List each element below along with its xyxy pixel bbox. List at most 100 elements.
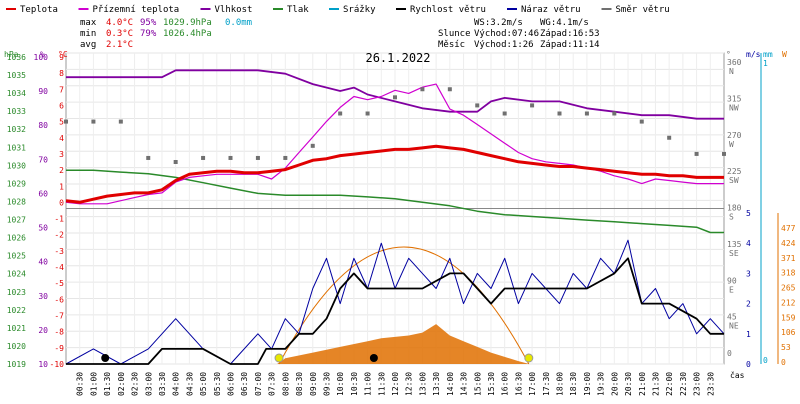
time-tick: 13:00 — [418, 372, 427, 396]
percent-tick: 10 — [38, 360, 48, 369]
stats-max-hum: 95% — [140, 18, 157, 28]
wind-ws: WS:3.2m/s — [474, 18, 523, 28]
time-axis-title: čas — [730, 370, 745, 380]
axis-ticks: 1036103510341033103210311030102910281027… — [7, 53, 796, 396]
dir-tick: 180 — [727, 204, 742, 213]
wind-dir-point — [91, 119, 96, 124]
wind-dir-point — [365, 111, 370, 116]
time-tick: 18:30 — [569, 372, 578, 396]
wind-dir-point — [310, 143, 315, 148]
celsius-tick: -5 — [54, 279, 64, 288]
time-tick: 12:30 — [405, 372, 414, 396]
time-tick: 21:30 — [651, 372, 660, 396]
time-tick: 09:30 — [322, 372, 331, 396]
stats-max-label: max — [80, 18, 97, 28]
rad-axis-title: W — [782, 50, 787, 59]
time-tick: 15:30 — [487, 372, 496, 396]
wind-dir-point — [255, 155, 260, 160]
hpa-tick: 1022 — [7, 306, 26, 315]
hpa-tick: 1036 — [7, 53, 26, 62]
hpa-tick: 1019 — [7, 360, 26, 369]
time-tick: 05:30 — [213, 372, 222, 396]
celsius-tick: -3 — [54, 247, 64, 256]
dir-axis-title: ° — [726, 50, 731, 59]
hpa-tick: 1028 — [7, 197, 26, 206]
dir-tick-label: S — [729, 213, 734, 222]
wind-tick: 4 — [746, 239, 751, 248]
rad-tick: 53 — [781, 343, 791, 352]
celsius-tick: 0 — [59, 198, 64, 207]
hpa-tick: 1030 — [7, 161, 26, 170]
celsius-tick: -6 — [54, 295, 64, 304]
hpa-tick: 1031 — [7, 143, 26, 152]
stats-max-rain: 0.0mm — [225, 18, 252, 28]
celsius-tick: -1 — [54, 215, 64, 224]
time-tick: 11:30 — [377, 372, 386, 396]
stats-min-temp: 0.3°C — [106, 29, 133, 39]
dir-tick-label: N — [729, 67, 734, 76]
percent-tick: 60 — [38, 189, 48, 198]
wind-dir-point — [694, 151, 699, 156]
time-tick: 16:00 — [501, 372, 510, 396]
time-tick: 06:00 — [227, 372, 236, 396]
time-tick: 23:30 — [706, 372, 715, 396]
time-tick: 09:00 — [309, 372, 318, 396]
wind-dir-point — [639, 119, 644, 124]
celsius-tick: 3 — [59, 150, 64, 159]
celsius-tick: 6 — [59, 101, 64, 110]
dir-tick: 315 — [727, 94, 742, 103]
moon-rise: Východ:1:26 — [474, 40, 534, 50]
time-tick: 20:00 — [610, 372, 619, 396]
hpa-axis-title: hPa — [4, 50, 19, 59]
wind-tick: 0 — [746, 360, 751, 369]
wind-tick: 1 — [746, 330, 751, 339]
stats-min-hum: 79% — [140, 29, 157, 39]
wind-dir-point — [667, 135, 672, 140]
wind-dir-point — [64, 119, 68, 124]
time-tick: 21:00 — [638, 372, 647, 396]
grid — [65, 52, 725, 365]
wind-tick: 3 — [746, 269, 751, 278]
celsius-tick: 2 — [59, 166, 64, 175]
celsius-tick: 1 — [59, 182, 64, 191]
stats-min-press: 1026.4hPa — [163, 29, 212, 39]
wind-dir-point — [557, 111, 562, 116]
celsius-tick: 7 — [59, 85, 64, 94]
dir-tick-label: E — [729, 285, 734, 294]
dir-tick: 45 — [727, 313, 737, 322]
sun-rise: Východ:07:46 — [474, 29, 539, 39]
hpa-tick: 1020 — [7, 342, 26, 351]
percent-tick: 80 — [38, 121, 48, 130]
time-tick: 22:30 — [679, 372, 688, 396]
rad-tick: 159 — [781, 313, 796, 322]
time-tick: 22:00 — [665, 372, 674, 396]
legend-label-5: Rychlost větru — [410, 5, 486, 15]
legend-label-2: Vlhkost — [215, 5, 253, 15]
wind-dir-point — [173, 160, 178, 164]
stats-avg-temp: 2.1°C — [106, 40, 133, 50]
time-tick: 00:30 — [76, 372, 85, 396]
legend-label-4: Srážky — [343, 5, 376, 15]
hpa-tick: 1021 — [7, 324, 26, 333]
axis-titles: hPa % °C ° m/s mm W čas — [4, 50, 787, 380]
time-tick: 06:30 — [240, 372, 249, 396]
temperature-line — [65, 144, 724, 204]
wind-dir-point — [338, 111, 343, 116]
time-tick: 13:30 — [432, 372, 441, 396]
time-tick: 07:30 — [268, 372, 277, 396]
wind-dir-point — [228, 155, 233, 160]
chart-title: 26.1.2022 — [365, 51, 430, 65]
hpa-tick: 1035 — [7, 71, 26, 80]
time-tick: 03:30 — [158, 372, 167, 396]
celsius-tick: -9 — [54, 344, 64, 353]
time-tick: 02:30 — [131, 372, 140, 396]
wind-dir-point — [146, 155, 151, 160]
rad-tick: 318 — [781, 269, 796, 278]
celsius-tick: -4 — [54, 263, 64, 272]
legend: Teplota Přízemní teplota Vlhkost Tlak Srážky… — [6, 5, 670, 15]
percent-tick: 20 — [38, 326, 48, 335]
percent-tick: 30 — [38, 292, 48, 301]
celsius-tick: 8 — [59, 69, 64, 78]
